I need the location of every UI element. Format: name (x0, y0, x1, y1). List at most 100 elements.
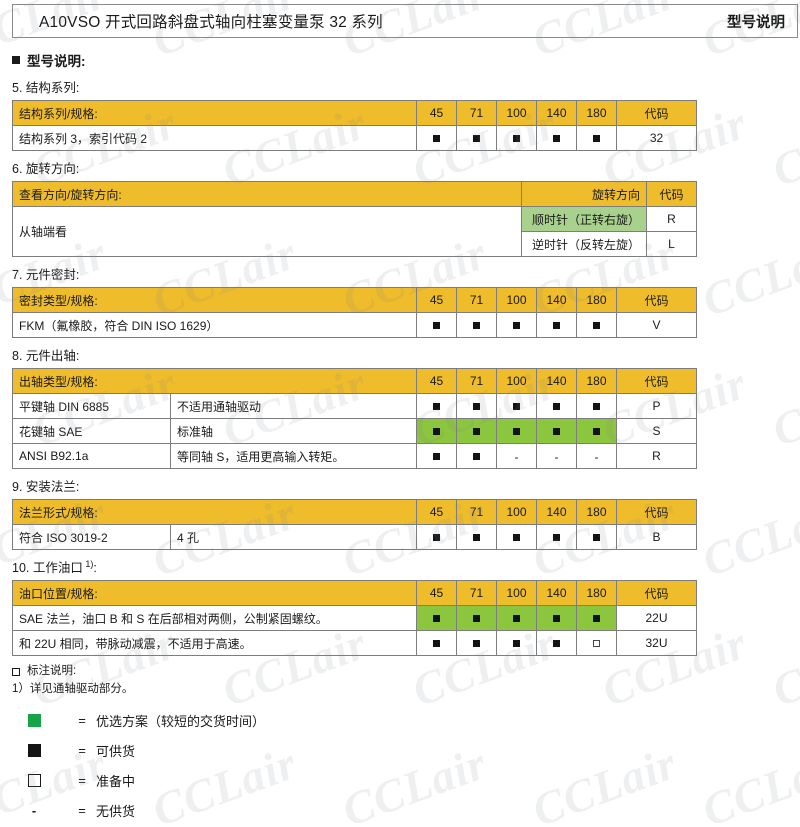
availability-cell-71 (456, 418, 498, 444)
mark-available-icon (513, 428, 521, 436)
column-header-label: 密封类型/规格: (12, 287, 417, 313)
page-header-bar: A10VSO 开式回路斜盘式轴向柱塞变量泵 32 系列 型号说明 (12, 4, 798, 38)
mark-available-icon (553, 322, 560, 330)
availability-cell-100: - (496, 443, 538, 469)
row-label: 平键轴 DIN 6885 (12, 393, 171, 419)
availability-cell-100 (496, 605, 537, 631)
availability-cell-45 (416, 418, 458, 444)
table-row: ANSI B92.1a 等同轴 S，适用更高输入转矩。 - - - R (12, 443, 698, 469)
mark-available-icon (433, 322, 440, 330)
section-title: 安装法兰: (25, 480, 80, 494)
legend-equals-sign: = (78, 712, 86, 728)
column-header-code: 代码 (616, 368, 698, 394)
document-content: 型号说明: 5. 结构系列: 结构系列/规格: 45 71 100 140 180 代码 结构系… (0, 42, 800, 699)
mark-unavailable-icon: - (594, 449, 599, 464)
availability-cell-180 (576, 524, 618, 550)
section-number: 5. (12, 81, 26, 95)
mark-available-icon (473, 615, 480, 623)
mark-available-icon (433, 403, 441, 411)
mark-available-icon (473, 322, 480, 330)
column-header-size-180: 180 (576, 287, 617, 313)
availability-cell-71 (456, 630, 497, 656)
mark-available-icon (513, 322, 520, 330)
legend-unavailable-icon: - (31, 802, 37, 818)
table-header-row: 密封类型/规格: 45 71 100 140 180 代码 (12, 287, 697, 313)
availability-cell-140 (536, 605, 577, 631)
availability-cell-100 (496, 393, 538, 419)
table-header-row: 出轴类型/规格: 45 71 100 140 180 代码 (11, 368, 698, 394)
block-heading: 型号说明: (12, 50, 800, 70)
column-header-code: 代码 (616, 580, 697, 606)
legend-row: = 准备中 (0, 765, 800, 795)
notes-heading: 标注说明: (12, 663, 800, 681)
mark-available-icon (593, 615, 600, 623)
availability-cell-180 (576, 630, 617, 656)
column-header-size-140: 140 (536, 368, 578, 394)
column-header-size-140: 140 (536, 100, 577, 126)
section-title: 元件出轴: (25, 349, 80, 363)
mark-available-icon (553, 640, 560, 648)
column-header-size-180: 180 (576, 499, 618, 525)
row-label-secondary: 标准轴 (169, 418, 418, 444)
availability-cell-71 (456, 524, 498, 550)
legend-row: = 可供货 (0, 735, 800, 765)
column-header-size-71: 71 (456, 100, 497, 126)
column-header-size-100: 100 (496, 100, 537, 126)
column-header-size-140: 140 (536, 287, 577, 313)
section-title: 元件密封: (25, 268, 80, 282)
legend-equals-sign: = (78, 802, 86, 818)
mark-available-icon (513, 403, 521, 411)
column-header-size-140: 140 (536, 499, 578, 525)
availability-cell-180: - (576, 443, 618, 469)
row-label: 从轴端看 (12, 206, 522, 257)
availability-cell-140 (536, 630, 577, 656)
table-row: 符合 ISO 3019-2 4 孔 B (12, 524, 698, 550)
rotation-direction-cell: 顺时针（正转右旋） (521, 206, 647, 232)
legend-in-preparation-icon (27, 773, 41, 787)
column-header-label: 出轴类型/规格: (11, 368, 418, 394)
column-header-label: 法兰形式/规格: (11, 499, 418, 525)
legend-label: 无供货 (96, 803, 136, 819)
section-heading-9: 9. 安装法兰: (12, 476, 800, 495)
availability-cell-71 (456, 312, 497, 338)
footnote-marker: 1) (82, 558, 94, 569)
column-header-size-71: 71 (456, 287, 497, 313)
mark-available-icon (513, 615, 520, 623)
section-heading-5: 5. 结构系列: (12, 77, 800, 96)
legend-preferred-icon (27, 713, 41, 727)
legend-label: 准备中 (96, 773, 136, 789)
section-heading-7: 7. 元件密封: (12, 264, 800, 283)
availability-cell-140 (536, 393, 578, 419)
mark-available-icon (553, 534, 561, 542)
row-code: 22U (616, 605, 697, 631)
hollow-square-icon (12, 667, 20, 676)
mark-available-icon (593, 135, 600, 143)
availability-cell-180 (576, 418, 618, 444)
column-header-size-180: 180 (576, 368, 618, 394)
legend-row: - = 无供货 (0, 795, 800, 825)
spec-table-10: 油口位置/规格: 45 71 100 140 180 代码 SAE 法兰，油口 B 和 S 在… (12, 580, 697, 656)
section-heading-6: 6. 旋转方向: (12, 158, 800, 177)
column-header-code: 代码 (616, 499, 698, 525)
mark-available-icon (433, 135, 440, 143)
availability-cell-100 (496, 125, 537, 151)
column-header-size-100: 100 (496, 287, 537, 313)
row-code: R (616, 443, 698, 469)
section-number: 9. (12, 480, 26, 494)
column-header-size-45: 45 (416, 287, 457, 313)
column-header-label: 查看方向/旋转方向: (12, 181, 522, 207)
row-label-secondary: 4 孔 (169, 524, 418, 550)
legend-key (0, 773, 68, 787)
mark-available-icon (433, 640, 440, 648)
section-title: 工作油口 (32, 561, 83, 575)
column-header-size-45: 45 (416, 100, 457, 126)
table-header-row: 查看方向/旋转方向: 旋转方向 代码 (12, 181, 697, 207)
legend-label: 优选方案（较短的交货时间） (96, 713, 266, 729)
mark-unavailable-icon: - (554, 449, 559, 464)
section-number: 6. (12, 162, 26, 176)
section-number: 8. (12, 349, 26, 363)
mark-available-icon (473, 135, 480, 143)
legend-key (0, 713, 68, 727)
section-number: 7. (12, 268, 26, 282)
